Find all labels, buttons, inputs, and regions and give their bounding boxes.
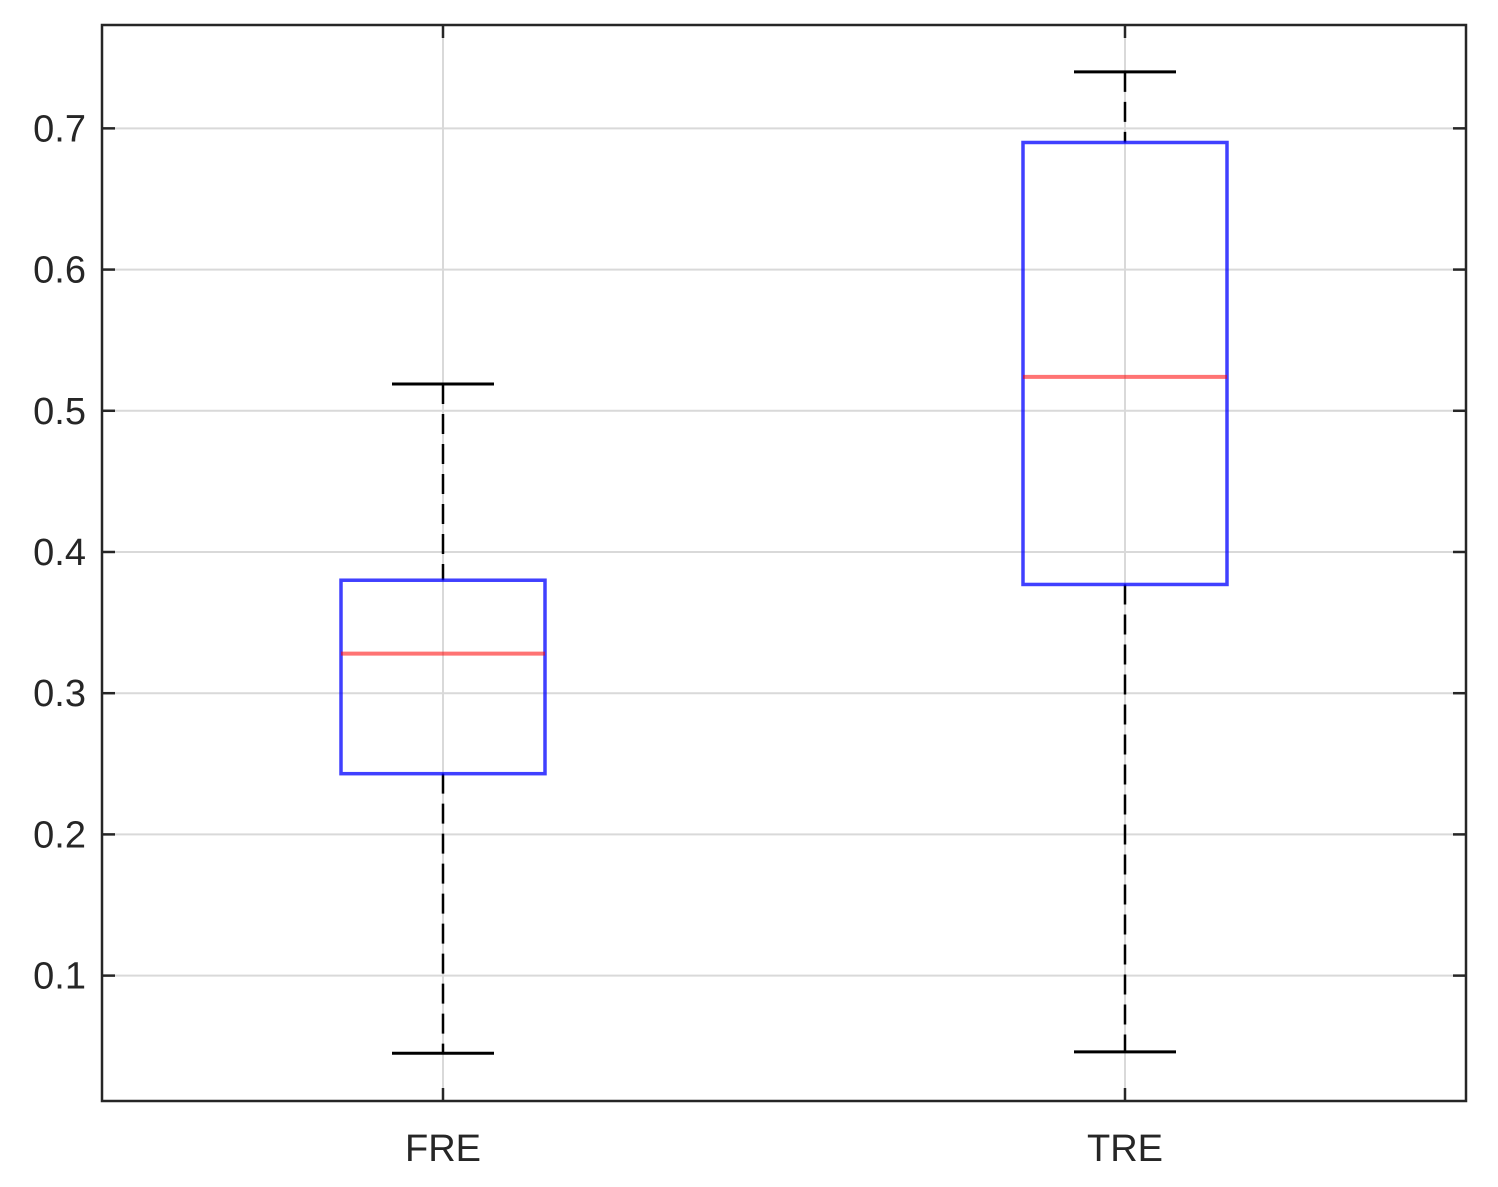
plot-frame — [100, 23, 1468, 1103]
box-group-tre — [1021, 70, 1229, 1054]
tick-layer — [102, 25, 1466, 1101]
box-layer — [339, 70, 1229, 1055]
iqr-box — [1021, 140, 1229, 587]
grid-layer — [102, 25, 1466, 1101]
x-category-label: TRE — [1087, 1128, 1163, 1170]
y-tick-label: 0.3 — [33, 673, 86, 715]
iqr-box — [339, 578, 547, 776]
y-tick-label: 0.7 — [33, 108, 86, 150]
y-tick-label: 0.4 — [33, 532, 86, 574]
y-tick-label: 0.1 — [33, 956, 86, 998]
label-layer: 0.1 0.2 0.3 0.4 0.5 0.6 0.7 FRE TRE — [33, 108, 1163, 1170]
box-group-fre — [339, 382, 547, 1055]
x-category-label: FRE — [405, 1128, 481, 1170]
y-tick-label: 0.2 — [33, 814, 86, 856]
y-tick-label: 0.5 — [33, 391, 86, 433]
y-tick-label: 0.6 — [33, 250, 86, 292]
